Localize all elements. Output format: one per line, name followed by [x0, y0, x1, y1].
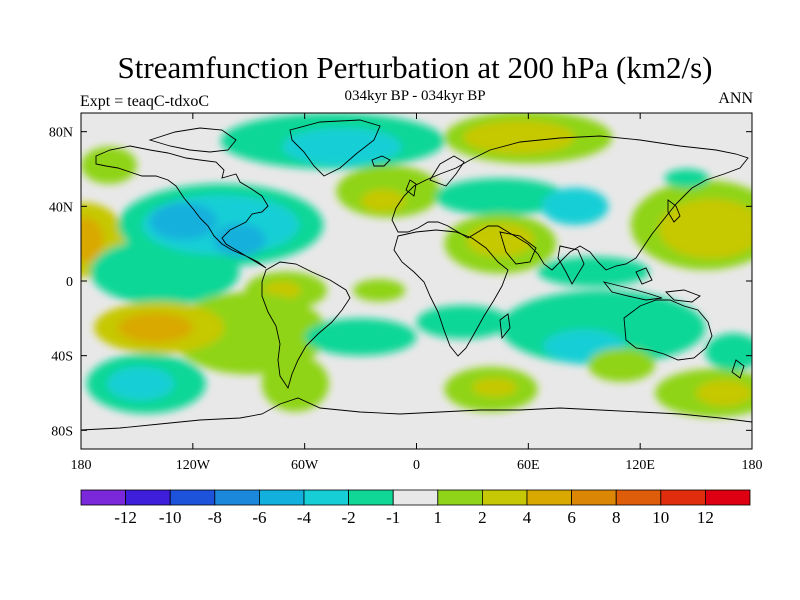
- colorbar: -12 -10 -8 -6 -4 -2 -1 1 2 4 6 8 10 12: [80, 489, 751, 527]
- colorbar-swatch: [214, 489, 260, 506]
- colorbar-label: 10: [652, 508, 669, 527]
- anomaly-region: [463, 120, 575, 155]
- colorbar-swatch: [660, 489, 706, 506]
- colorbar-label: -8: [208, 508, 222, 527]
- colorbar-swatch: [571, 489, 617, 506]
- colorbar-swatch: [125, 489, 171, 506]
- lat-tick-label: 80N: [49, 126, 73, 141]
- colorbar-label: -2: [342, 508, 356, 527]
- anomaly-region: [261, 355, 329, 412]
- anomaly-region: [416, 305, 510, 339]
- anomaly-region: [149, 202, 218, 240]
- colorbar-label: 6: [567, 508, 576, 527]
- colorbar-label: 12: [697, 508, 714, 527]
- anomaly-region: [304, 318, 417, 356]
- anomaly-region: [696, 379, 752, 407]
- anomaly-region: [435, 178, 566, 216]
- lat-tick-label: 40N: [49, 200, 73, 215]
- lon-tick-label: 120E: [625, 458, 655, 473]
- lat-tick-label: 80S: [51, 424, 73, 439]
- experiment-label: Expt = teaqC-tdxoC: [80, 93, 210, 110]
- lat-tick-label: 0: [66, 275, 73, 290]
- lon-tick-label: 180: [742, 458, 763, 473]
- anomaly-region: [664, 169, 710, 188]
- plot-title: Streamfunction Perturbation at 200 hPa (…: [117, 50, 713, 85]
- colorbar-label: -4: [297, 508, 312, 527]
- anomaly-region: [213, 223, 266, 257]
- colorbar-swatch: [348, 489, 394, 506]
- colorbar-label: -12: [114, 508, 137, 527]
- axis-ticks: 180 120W 60W 0 60E 120E 180 80N 40N 0 40S 80S: [49, 113, 763, 473]
- anomaly-region: [282, 127, 402, 166]
- anomaly-layer: [81, 113, 752, 418]
- colorbar-label: -1: [386, 508, 400, 527]
- colorbar-label: -10: [159, 508, 182, 527]
- anomaly-region: [705, 333, 752, 371]
- anomaly-region: [472, 378, 518, 397]
- lat-tick-label: 40S: [51, 350, 73, 365]
- colorbar-label: 2: [478, 508, 487, 527]
- colorbar-label: 8: [612, 508, 621, 527]
- anomaly-region: [587, 348, 656, 382]
- anomaly-region: [107, 366, 175, 401]
- lon-tick-label: 60E: [517, 458, 540, 473]
- lon-tick-label: 180: [71, 458, 92, 473]
- colorbar-swatch: [705, 489, 751, 506]
- colorbar-swatch: [169, 489, 216, 506]
- colorbar-label: 4: [523, 508, 532, 527]
- anomaly-region: [353, 279, 406, 302]
- colorbar-swatch: [303, 489, 349, 506]
- anomaly-region: [81, 146, 137, 184]
- colorbar-label: -6: [252, 508, 266, 527]
- anomaly-region: [118, 312, 193, 343]
- colorbar-swatch: [615, 489, 662, 506]
- colorbar-swatch: [258, 489, 305, 506]
- anomaly-region: [466, 223, 534, 257]
- lon-tick-label: 60W: [291, 458, 319, 473]
- anomaly-region: [81, 217, 104, 263]
- colorbar-swatch: [392, 489, 439, 506]
- colorbar-swatch: [526, 489, 572, 506]
- anomaly-region: [658, 198, 752, 259]
- colorbar-swatch: [80, 489, 126, 506]
- colorbar-swatch: [481, 489, 528, 506]
- coastlines: [81, 119, 752, 431]
- colorbar-swatch: [437, 489, 483, 506]
- plot-subtitle: 034kyr BP - 034kyr BP: [344, 88, 486, 104]
- lon-tick-label: 120W: [176, 458, 211, 473]
- colorbar-label: 1: [434, 508, 443, 527]
- anomaly-region: [541, 187, 609, 225]
- anomaly-region: [537, 256, 650, 287]
- anomaly-region: [360, 189, 406, 212]
- season-label: ANN: [718, 90, 753, 107]
- lon-tick-label: 0: [413, 458, 420, 473]
